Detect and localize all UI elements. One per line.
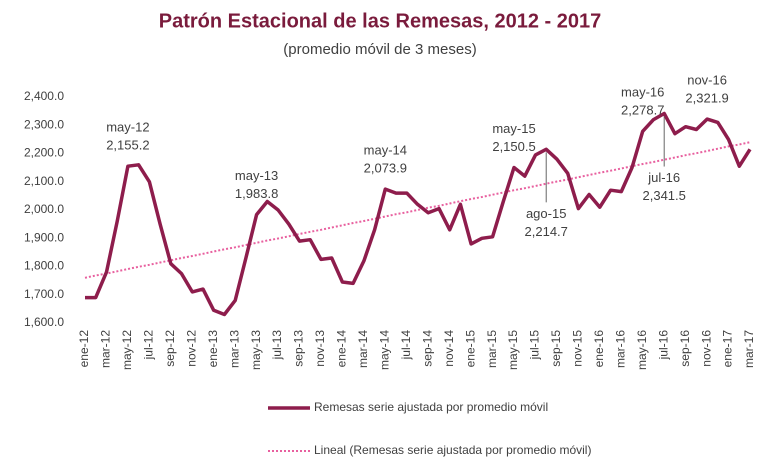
annotation-date: jul-16 <box>647 170 680 185</box>
x-tick-label: ene-16 <box>592 330 606 368</box>
x-tick-label: jul-12 <box>142 330 156 361</box>
annotation-date: may-15 <box>492 121 535 136</box>
x-tick-label: may-15 <box>506 330 520 370</box>
x-tick-label: sep-15 <box>549 330 563 367</box>
data-label: 2,321.9 <box>685 91 728 106</box>
x-tick-label: mar-15 <box>485 330 499 368</box>
x-tick-label: sep-16 <box>678 330 692 367</box>
y-tick-label: 1,800.0 <box>24 259 64 273</box>
x-tick-label: jul-16 <box>656 330 670 361</box>
x-tick-label: may-12 <box>120 330 134 370</box>
x-tick-label: jul-15 <box>528 330 542 361</box>
x-tick-label: may-16 <box>635 330 649 370</box>
x-tick-label: nov-15 <box>571 330 585 367</box>
data-label: 2,150.5 <box>492 139 535 154</box>
data-label: 2,341.5 <box>643 188 686 203</box>
data-label: 2,073.9 <box>364 161 407 176</box>
x-tick-label: mar-16 <box>613 330 627 368</box>
x-tick-label: jul-13 <box>270 330 284 361</box>
x-tick-label: mar-13 <box>227 330 241 368</box>
x-tick-label: nov-13 <box>313 330 327 367</box>
annotation-date: may-16 <box>621 85 664 100</box>
chart-subtitle: (promedio móvil de 3 meses) <box>283 41 476 58</box>
annotation-date: nov-16 <box>687 73 727 88</box>
x-tick-label: may-13 <box>249 330 263 370</box>
x-tick-label: jul-14 <box>399 330 413 361</box>
x-tick-label: mar-14 <box>356 330 370 368</box>
annotation-date: may-14 <box>364 143 407 158</box>
annotation-date: ago-15 <box>526 206 566 221</box>
y-tick-label: 1,700.0 <box>24 287 64 301</box>
annotation-date: may-12 <box>106 120 149 135</box>
x-tick-label: sep-12 <box>163 330 177 367</box>
data-label: 2,278.7 <box>621 103 664 118</box>
annotation-date: may-13 <box>235 168 278 183</box>
x-tick-label: sep-14 <box>420 330 434 367</box>
x-tick-label: ene-12 <box>77 330 91 368</box>
x-tick-label: nov-16 <box>699 330 713 367</box>
data-label: 1,983.8 <box>235 186 278 201</box>
x-tick-label: sep-13 <box>292 330 306 367</box>
data-label: 2,214.7 <box>525 224 568 239</box>
x-tick-label: ene-17 <box>721 330 735 368</box>
y-tick-label: 1,900.0 <box>24 230 64 244</box>
data-label: 2,155.2 <box>106 138 149 153</box>
y-tick-label: 2,000.0 <box>24 202 64 216</box>
x-tick-label: mar-12 <box>99 330 113 368</box>
series-line <box>84 141 751 279</box>
chart-title: Patrón Estacional de las Remesas, 2012 -… <box>159 10 601 32</box>
y-tick-label: 2,200.0 <box>24 146 64 160</box>
y-tick-label: 1,600.0 <box>24 315 64 329</box>
x-tick-label: nov-12 <box>184 330 198 367</box>
y-tick-label: 2,300.0 <box>24 117 64 131</box>
x-tick-label: may-14 <box>377 330 391 370</box>
x-tick-label: ene-14 <box>335 330 349 368</box>
y-tick-label: 2,400.0 <box>24 89 64 103</box>
x-tick-label: nov-14 <box>442 330 456 367</box>
y-tick-label: 2,100.0 <box>24 174 64 188</box>
x-tick-label: ene-13 <box>206 330 220 368</box>
legend-label: Lineal (Remesas serie ajustada por prome… <box>314 443 591 457</box>
x-tick-label: ene-15 <box>463 330 477 368</box>
legend-label: Remesas serie ajustada por promedio móvi… <box>314 400 548 414</box>
x-tick-label: mar-17 <box>742 330 756 368</box>
series-line <box>85 111 752 317</box>
